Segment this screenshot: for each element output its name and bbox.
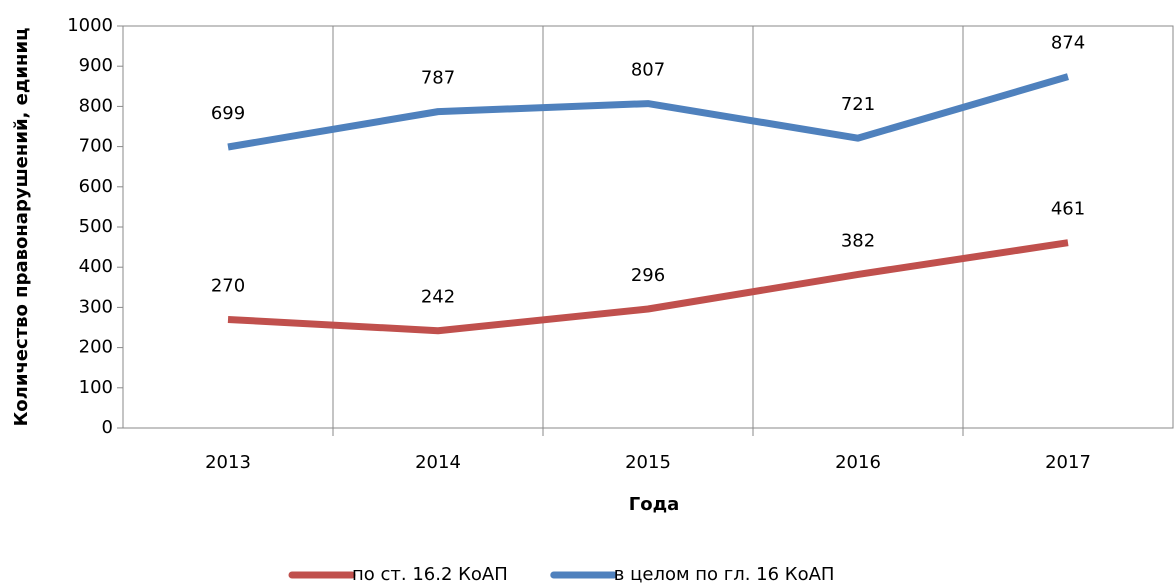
- y-tick-label: 900: [79, 55, 113, 76]
- x-tick-label: 2014: [415, 452, 461, 473]
- y-axis-title: Количество правонарушений, единиц: [11, 28, 32, 427]
- series-line: [227, 239, 1069, 335]
- data-label: 787: [421, 68, 455, 89]
- x-tick-label: 2017: [1045, 452, 1091, 473]
- data-label: 242: [421, 287, 455, 308]
- data-label: 874: [1051, 33, 1085, 54]
- x-axis-title: Года: [629, 494, 680, 515]
- data-label: 270: [211, 275, 245, 296]
- data-label: 382: [841, 230, 875, 251]
- data-label: 807: [631, 60, 665, 81]
- y-tick-label: 600: [79, 176, 113, 197]
- y-tick-label: 300: [79, 296, 113, 317]
- y-tick-label: 500: [79, 216, 113, 237]
- y-tick-label: 0: [102, 417, 113, 438]
- series-line: [227, 73, 1069, 151]
- data-label: 721: [841, 94, 875, 115]
- x-tick-label: 2013: [205, 452, 251, 473]
- x-tick-label: 2015: [625, 452, 671, 473]
- y-tick-label: 100: [79, 377, 113, 398]
- y-tick-label: 400: [79, 256, 113, 277]
- y-tick-label: 700: [79, 136, 113, 157]
- x-tick-label: 2016: [835, 452, 881, 473]
- y-tick-label: 200: [79, 337, 113, 358]
- plot-frame: [122, 25, 1174, 429]
- data-label: 461: [1051, 199, 1085, 220]
- y-tick-label: 1000: [67, 15, 113, 36]
- y-tick-label: 800: [79, 95, 113, 116]
- data-label: 699: [211, 103, 245, 124]
- data-label: 296: [631, 265, 665, 286]
- legend-label: в целом по гл. 16 КоАП: [614, 564, 835, 584]
- legend-label: по ст. 16.2 КоАП: [352, 564, 508, 584]
